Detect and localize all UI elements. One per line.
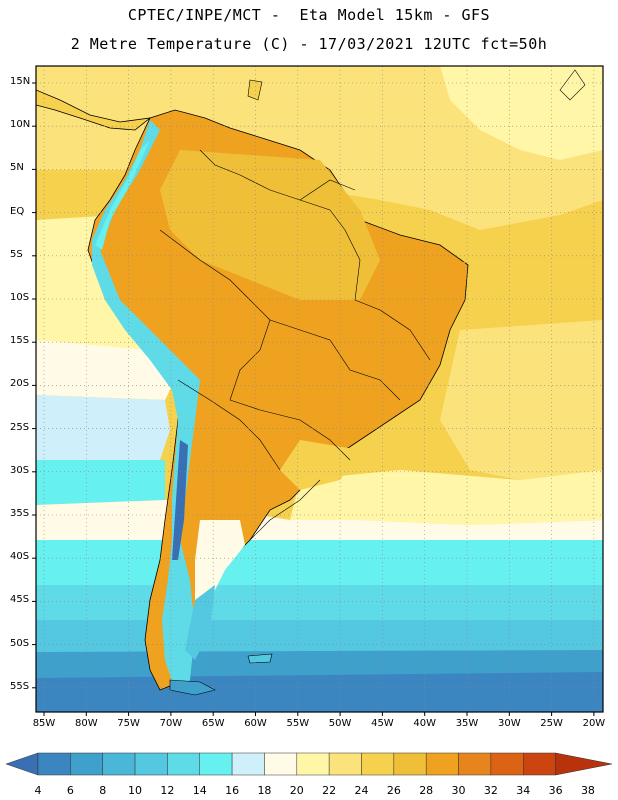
cold-band-1 (36, 540, 603, 590)
patagonia-cold-zone (185, 585, 215, 660)
colorbar-label: 38 (580, 784, 595, 797)
map-area (36, 66, 603, 712)
colorbar-label: 20 (289, 784, 304, 797)
colorbar-label: 26 (386, 784, 401, 797)
colorbar-label: 10 (128, 784, 143, 797)
falkland-islands (247, 653, 273, 664)
colorbar-swatch (167, 752, 200, 776)
lon-label: 20W (582, 718, 606, 729)
colorbar-swatch (199, 752, 233, 776)
lon-label: 70W (159, 718, 183, 729)
lat-label: 5S (10, 248, 23, 260)
caribbean-island-outline (559, 69, 586, 101)
lat-label: 20S (10, 378, 30, 390)
caribbean-island (247, 79, 263, 101)
cold-band-2 (36, 585, 603, 625)
lon-label: 85W (32, 718, 56, 729)
axis-ticks (32, 82, 595, 716)
pale-band-northeast (440, 66, 603, 160)
colorbar-label: 18 (257, 784, 272, 797)
lon-label: 55W (286, 718, 310, 729)
lon-label: 25W (540, 718, 563, 729)
colorbar-label: 16 (225, 784, 240, 797)
colorbar-swatch (37, 752, 71, 776)
colorbar-swatch (393, 752, 427, 776)
map-border (35, 65, 604, 713)
lat-label: 5N (10, 162, 24, 174)
lon-label: 40W (413, 718, 436, 729)
cold-band-5 (36, 672, 603, 712)
lat-label: EQ (10, 205, 25, 217)
colorbar-label: 34 (516, 784, 531, 797)
lon-label: 65W (201, 718, 225, 729)
andes-coldest-strip (172, 440, 188, 560)
pacific-band-2 (36, 340, 175, 400)
colorbar-left-arrow (5, 752, 39, 776)
colorbar-swatch (264, 752, 298, 776)
lon-label: 50W (328, 718, 352, 729)
country-borders (159, 149, 431, 541)
lon-label: 75W (117, 718, 140, 729)
lat-label: 55S (10, 680, 30, 692)
colorbar-swatch (490, 752, 524, 776)
lat-label: 15S (10, 335, 30, 347)
amazon-warm-region (160, 150, 380, 300)
colorbar-swatch (296, 752, 330, 776)
lat-label: 10S (10, 292, 30, 303)
lat-label: 25S (10, 421, 30, 433)
colorbar-label: 30 (451, 784, 466, 797)
pacific-band-3 (36, 395, 170, 460)
colorbar-label: 32 (483, 784, 498, 797)
lon-label: 60W (244, 718, 267, 729)
lon-label: 35W (455, 718, 479, 729)
colorbar-swatch (102, 752, 136, 776)
colorbar-swatch (425, 752, 459, 776)
colorbar-label: 12 (160, 784, 175, 797)
south-warm-region (280, 440, 360, 490)
lon-label: 45W (371, 718, 394, 729)
central-america-landmass (36, 89, 152, 131)
lat-label: 40S (10, 551, 30, 563)
colorbar-swatch (328, 752, 362, 776)
colorbar-label: 28 (419, 784, 434, 797)
colorbar-swatch (70, 752, 103, 776)
patagonia-mild-zone (195, 520, 245, 600)
colorbar-swatch (523, 752, 556, 776)
lat-label: 35S (10, 508, 30, 519)
cold-band-3 (36, 620, 603, 655)
colorbar-swatch (458, 752, 492, 776)
map-gridlines (36, 66, 603, 712)
atlantic-band-2 (290, 470, 603, 525)
atlantic-band-1 (440, 320, 603, 480)
lat-label: 50S (10, 637, 30, 649)
colorbar-label: 22 (322, 784, 337, 797)
colorbar-label: 36 (548, 784, 563, 797)
central-hot-region (240, 370, 320, 440)
lat-label: 45S (10, 594, 30, 606)
northeast-hot-region (420, 260, 465, 310)
colorbar-label: 24 (354, 784, 369, 797)
colorbar-label: 8 (99, 784, 107, 797)
chart-title-line1: CPTEC/INPE/MCT - Eta Model 15km - GFS (127, 6, 491, 24)
colorbar (5, 752, 613, 776)
colorbar-right-arrow (555, 752, 613, 776)
lon-label: 80W (74, 718, 98, 729)
colorbar-swatch (231, 752, 265, 776)
lat-label: 10N (10, 119, 31, 131)
lon-label: 30W (497, 718, 521, 729)
chart-title-line2: 2 Metre Temperature (C) - 17/03/2021 12U… (70, 35, 548, 53)
lat-label: 30S (10, 464, 30, 476)
colorbar-swatch (361, 752, 395, 776)
lat-label: 15N (10, 76, 31, 87)
colorbar-label: 14 (192, 784, 207, 797)
colorbar-label: 4 (34, 784, 42, 797)
colorbar-swatch (134, 752, 168, 776)
colorbar-label: 6 (66, 784, 74, 797)
northern-andes-strip (95, 140, 150, 250)
pacific-band-4 (36, 460, 165, 505)
